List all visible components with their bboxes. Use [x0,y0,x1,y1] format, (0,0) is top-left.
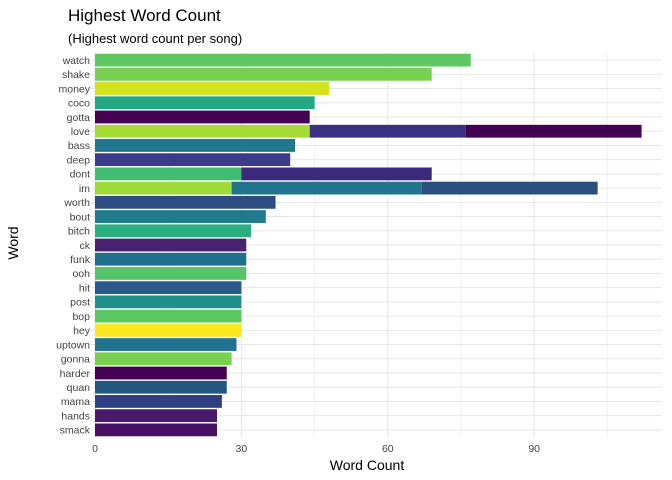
y-tick-label: gotta [67,112,91,124]
y-tick-label: bass [68,140,90,152]
y-tick-label: hey [73,325,91,337]
bar-bass-segment-1 [95,139,296,152]
y-tick-label: love [71,126,90,138]
y-tick-label: bout [70,211,91,223]
y-tick-label: gonna [61,354,90,366]
bar-love-segment-3 [465,124,642,138]
bar-uptown-segment-1 [95,338,237,351]
y-tick-label: ooh [72,268,90,280]
y-axis-label: Word [5,226,21,259]
y-tick-label: dont [70,169,91,181]
y-tick-label: worth [63,197,90,209]
bar-worth-segment-1 [95,195,276,209]
bar-bitch-segment-1 [95,224,252,238]
bar-post-segment-1 [95,295,242,309]
y-tick-label: hit [79,282,90,294]
bar-harder-segment-1 [95,366,227,380]
y-tick-label: coco [68,98,90,110]
bar-gonna-segment-1 [95,352,232,366]
bar-hey-segment-1 [95,323,242,337]
bar-hit-segment-1 [95,281,242,295]
chart-subtitle: (Highest word count per song) [68,31,242,46]
bar-gotta-segment-1 [95,110,310,124]
y-tick-label: bop [72,311,90,323]
bar-im-segment-1 [95,181,232,195]
bar-bop-segment-1 [95,309,242,323]
y-tick-label: harder [60,368,91,380]
y-tick-labels: watch shake money coco gotta love bass deep dont… [56,55,91,437]
x-axis-label: Word Count [330,457,405,473]
bar-coco-segment-1 [95,96,315,110]
y-tick-label: bitch [68,226,90,238]
x-tick-label: 0 [92,443,98,455]
y-tick-label: deep [67,154,91,166]
bar-ck-segment-1 [95,238,247,252]
chart-title: Highest Word Count [68,6,221,25]
bar-love-segment-2 [309,124,466,138]
bar-money-segment-1 [95,82,330,95]
bar-funk-segment-1 [95,252,247,266]
y-tick-label: watch [62,55,91,67]
y-tick-label: quan [67,382,91,394]
x-tick-label: 30 [236,443,248,455]
y-tick-label: smack [60,425,91,437]
bar-deep-segment-1 [95,153,291,167]
y-tick-label: money [58,83,90,95]
bar-im-segment-2 [231,181,422,195]
y-tick-label: post [70,297,90,309]
bar-quan-segment-1 [95,380,227,394]
bars-group [95,53,642,437]
bar-im-segment-3 [421,181,598,195]
y-tick-label: ck [80,240,91,252]
bar-dont-segment-1 [95,167,242,181]
bar-hands-segment-1 [95,409,217,423]
bar-shake-segment-1 [95,67,432,81]
y-tick-label: hands [61,410,90,422]
bar-bout-segment-1 [95,210,266,223]
x-tick-labels: 0 30 60 90 [92,443,540,455]
y-tick-label: shake [62,69,90,81]
bar-dont-segment-2 [241,167,432,181]
bar-ooh-segment-1 [95,267,247,280]
x-tick-label: 60 [382,443,394,455]
bar-watch-segment-1 [95,53,471,67]
bar-smack-segment-1 [95,423,217,437]
y-tick-label: uptown [56,339,90,351]
x-tick-label: 90 [528,443,540,455]
y-tick-label: mama [61,396,90,408]
bar-love-segment-1 [95,124,310,138]
y-tick-label: im [79,183,90,195]
bar-mama-segment-1 [95,395,222,408]
y-tick-label: funk [70,254,91,266]
